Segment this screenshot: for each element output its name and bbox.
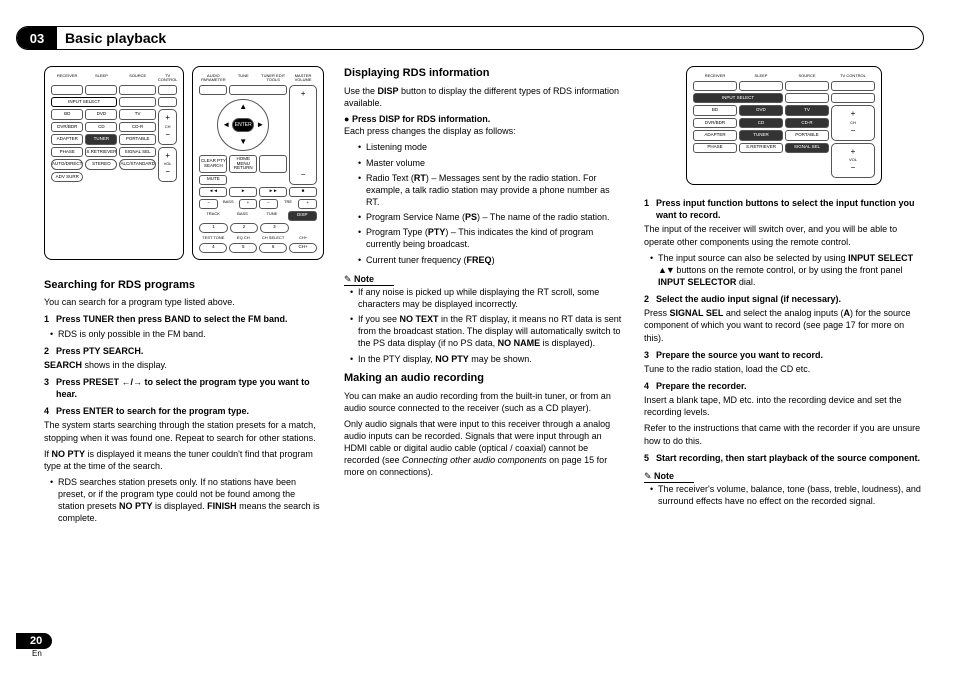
remote-diagram-3: RECEIVERSLEEPSOURCETV CONTROL INPUT SELE…: [686, 66, 882, 185]
remote-diagram-left: RECEIVERSLEEPSOURCETV CONTROL INPUT SELE…: [44, 66, 184, 260]
text: Insert a blank tape, MD etc. into the re…: [644, 394, 924, 418]
column-1: RECEIVERSLEEPSOURCETV CONTROL INPUT SELE…: [44, 66, 324, 634]
page-footer: 20 En: [16, 633, 52, 658]
text: You can search for a program type listed…: [44, 296, 324, 308]
bullet: Current tuner frequency (FREQ): [344, 254, 624, 266]
text: The system starts searching through the …: [44, 419, 324, 443]
text: Use the DISP button to display the diffe…: [344, 85, 624, 109]
heading-displaying-rds: Displaying RDS information: [344, 66, 624, 81]
page-language: En: [16, 649, 52, 658]
page-content: RECEIVERSLEEPSOURCETV CONTROL INPUT SELE…: [44, 66, 924, 634]
step-4: 4Press ENTER to search for the program t…: [44, 405, 324, 417]
text: If NO PTY is displayed it means the tune…: [44, 448, 324, 472]
heading-searching-rds: Searching for RDS programs: [44, 278, 324, 293]
step-1: 1Press input function buttons to select …: [644, 197, 924, 221]
step-1: 1Press TUNER then press BAND to select t…: [44, 313, 324, 325]
note-heading: Note: [644, 470, 694, 483]
step-3: 3Press PRESET ←/→ to select the program …: [44, 376, 324, 400]
text: You can make an audio recording from the…: [344, 390, 624, 414]
step-3: 3Prepare the source you want to record.: [644, 349, 924, 361]
bullet: Radio Text (RT) – Messages sent by the r…: [344, 172, 624, 208]
step-4: 4Prepare the recorder.: [644, 380, 924, 392]
text: Refer to the instructions that came with…: [644, 422, 924, 446]
column-2: Displaying RDS information Use the DISP …: [344, 66, 624, 634]
step-5: 5Start recording, then start playback of…: [644, 452, 924, 464]
bullet: RDS is only possible in the FM band.: [44, 328, 324, 340]
text: SEARCH shows in the display.: [44, 359, 324, 371]
step-2: 2Press PTY SEARCH.: [44, 345, 324, 357]
note-bullet: If any noise is picked up while displayi…: [344, 286, 624, 310]
bullet: Master volume: [344, 157, 624, 169]
note-bullet: If you see NO TEXT in the RT display, it…: [344, 313, 624, 349]
chapter-title: Basic playback: [57, 30, 166, 46]
step-2: 2Select the audio input signal (if neces…: [644, 293, 924, 305]
note-bullet: In the PTY display, NO PTY may be shown.: [344, 353, 624, 365]
bullet: Program Service Name (PS) – The name of …: [344, 211, 624, 223]
chapter-header: 03 Basic playback: [16, 26, 924, 50]
bullet: Program Type (PTY) – This indicates the …: [344, 226, 624, 250]
bullet: RDS searches station presets only. If no…: [44, 476, 324, 525]
bullet: The input source can also be selected by…: [644, 252, 924, 288]
remote-diagram-right: AUDIO PARAMETERTUNETUNER EDIT TOOLSMASTE…: [192, 66, 324, 260]
text: Press SIGNAL SEL and select the analog i…: [644, 307, 924, 343]
text: Tune to the radio station, load the CD e…: [644, 363, 924, 375]
action-head: Press DISP for RDS information.: [344, 113, 624, 125]
page-number: 20: [16, 633, 52, 649]
note-heading: Note: [344, 273, 394, 286]
text: The input of the receiver will switch ov…: [644, 223, 924, 247]
text: Only audio signals that were input to th…: [344, 418, 624, 479]
chapter-number-badge: 03: [17, 27, 57, 49]
note-bullet: The receiver's volume, balance, tone (ba…: [644, 483, 924, 507]
text: Each press changes the display as follow…: [344, 125, 624, 137]
bullet: Listening mode: [344, 141, 624, 153]
column-3: RECEIVERSLEEPSOURCETV CONTROL INPUT SELE…: [644, 66, 924, 634]
heading-making-recording: Making an audio recording: [344, 371, 624, 386]
